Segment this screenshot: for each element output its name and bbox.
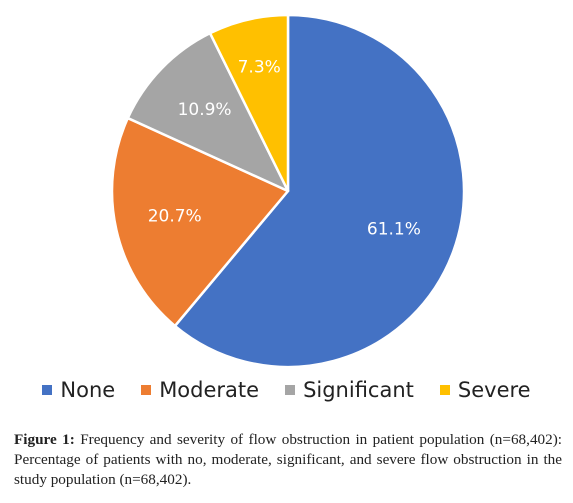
pie-slice-moderate [110, 116, 290, 328]
figure-caption-label: Figure 1: [14, 431, 75, 448]
figure-caption-text: Frequency and severity of flow obstructi… [14, 431, 562, 488]
data-label-significant: 10.9% [178, 100, 232, 120]
pie-slice-significant [126, 31, 290, 193]
legend-swatch-moderate [141, 385, 152, 395]
legend-item-none: None [42, 378, 115, 402]
legend-swatch-severe [439, 385, 450, 395]
legend-swatch-none [42, 385, 53, 395]
chart-legend: None Moderate Significant Severe [0, 378, 573, 402]
legend-label-moderate: Moderate [159, 378, 260, 402]
data-label-moderate: 20.7% [148, 207, 202, 227]
pie-slice-severe [208, 13, 290, 193]
legend-label-none: None [60, 378, 116, 402]
figure-caption: Figure 1: Frequency and severity of flow… [14, 430, 562, 490]
legend-item-significant: Significant [285, 378, 414, 402]
data-label-severe: 7.3% [238, 58, 281, 78]
pie-chart-area: 61.1% 20.7% 10.9% 7.3% [110, 13, 466, 369]
pie-slice-none [173, 13, 466, 369]
legend-label-severe: Severe [457, 378, 531, 402]
legend-label-significant: Significant [303, 378, 414, 402]
legend-item-severe: Severe [439, 378, 531, 402]
legend-swatch-significant [285, 385, 296, 395]
pie-chart: 61.1% 20.7% 10.9% 7.3% [110, 13, 466, 369]
legend-item-moderate: Moderate [141, 378, 259, 402]
data-label-none: 61.1% [367, 220, 421, 240]
